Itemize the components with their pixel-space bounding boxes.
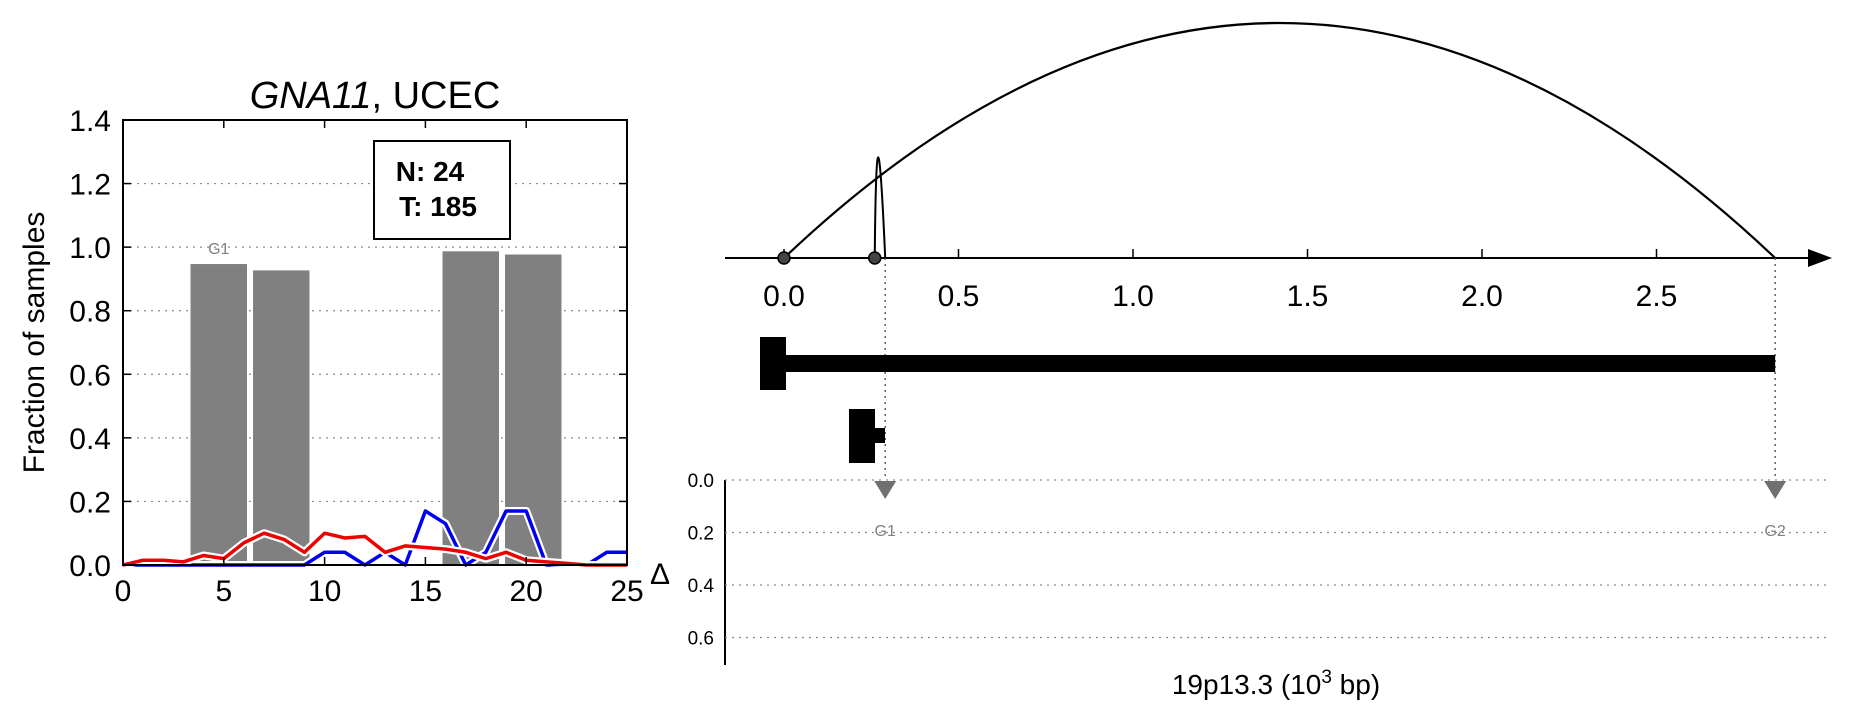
y-tick-label: 0.8: [69, 296, 111, 329]
x-tick-label: 10: [308, 575, 341, 608]
genome-axis-label-prefix: 19p13.3 (10: [1172, 669, 1321, 700]
bar: [503, 252, 564, 566]
delta-axis-label: Δ: [650, 558, 670, 591]
title-dataset: , UCEC: [372, 75, 501, 117]
gene-label-g1: G1: [875, 523, 896, 540]
x-tick-label: 25: [610, 575, 643, 608]
y-tick-label: 0.2: [69, 486, 111, 519]
y-tick-label: 0.0: [69, 550, 111, 583]
stats-t-label: T: 185: [399, 191, 477, 222]
gene-marker-triangle: [1764, 481, 1787, 499]
x-tick-label: 5: [215, 575, 232, 608]
genome-tick-label: 1.5: [1287, 280, 1329, 313]
genome-axis-label: 19p13.3 (103 bp): [1172, 667, 1380, 700]
x-tick-label: 0: [115, 575, 132, 608]
gene-exon-block: [760, 337, 786, 390]
y-tick-label: 1.0: [69, 232, 111, 265]
plot-frame: [122, 119, 628, 566]
bar: [251, 268, 312, 566]
genome-tick-label: 1.0: [1112, 280, 1154, 313]
gene-marker-triangle: [874, 481, 897, 499]
gene-body-bar: [875, 428, 885, 443]
genome-axis-label-suffix: bp): [1332, 669, 1380, 700]
stats-n-label: N: 24: [396, 156, 465, 187]
genome-axis-label-sup: 3: [1321, 667, 1332, 688]
stats-box: [373, 140, 511, 240]
genome-axis-arrow: [1808, 249, 1832, 267]
genome-tick-label: 0.0: [763, 280, 805, 313]
genome-tick-label: 2.0: [1461, 280, 1503, 313]
gene-label-g2: G2: [1764, 523, 1785, 540]
y-tick-label: 1.2: [69, 169, 111, 202]
delta-tick-label: 0.2: [688, 524, 714, 545]
breakpoint-dot: [777, 251, 791, 265]
y-tick-label: 0.6: [69, 359, 111, 392]
genome-tick-label: 0.5: [938, 280, 980, 313]
y-tick-label: 0.4: [69, 423, 111, 456]
x-tick-label: 20: [510, 575, 543, 608]
bar-chart-panel: G1 0.0 0.2 0.4 0.6 0.8 1.0 1.2 1.4 0 5 10 15 20 25 GNA1…: [18, 75, 644, 608]
rearrangement-arc: [783, 21, 1776, 259]
gene-exon-block: [849, 409, 875, 463]
genome-track-panel: 0.0 0.5 1.0 1.5 2.0 2.5 0.0 0.2 0.4 0.6 Δ G1 G2 19p13…: [650, 21, 1832, 700]
bar: [188, 262, 249, 566]
delta-tick-label: 0.6: [688, 629, 714, 650]
x-tick-label: 15: [409, 575, 442, 608]
chart-title: GNA11, UCEC: [250, 75, 501, 117]
title-gene: GNA11: [250, 75, 372, 117]
bar: [440, 249, 501, 566]
breakpoint-dot: [867, 251, 882, 265]
genome-tick-label: 2.5: [1636, 280, 1678, 313]
gene-body-bar: [786, 355, 1776, 372]
series-line-red: [122, 531, 627, 567]
delta-tick-label: 0.0: [688, 471, 714, 492]
y-tick-label: 1.4: [69, 105, 111, 138]
bar-gene-label: G1: [208, 241, 229, 258]
delta-tick-label: 0.4: [688, 576, 715, 597]
y-axis-label: Fraction of samples: [18, 212, 51, 474]
rearrangement-arc-narrow: [873, 156, 887, 259]
